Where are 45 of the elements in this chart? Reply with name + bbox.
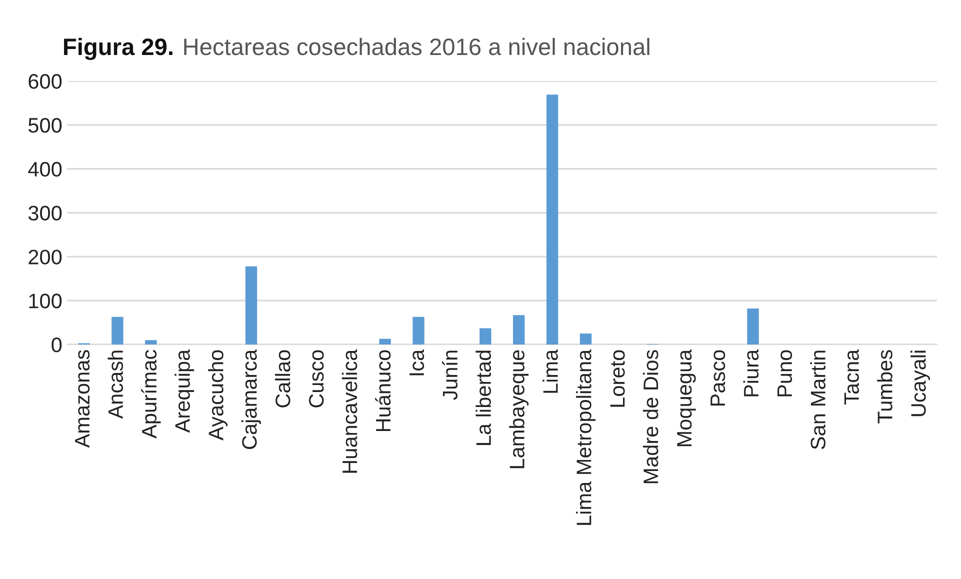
bar bbox=[747, 308, 759, 345]
x-tick-label: Puno bbox=[778, 350, 792, 396]
y-tick-label: 400 bbox=[28, 162, 62, 177]
y-tick-label: 500 bbox=[28, 118, 62, 133]
x-tick-label: Lambayeque bbox=[509, 350, 529, 468]
bar bbox=[379, 338, 391, 345]
x-tick-label: Ica bbox=[410, 349, 424, 376]
x-tick-label: Ucayali bbox=[910, 350, 930, 416]
x-tick-label: Cajamarca bbox=[242, 349, 261, 450]
bar bbox=[112, 316, 124, 345]
x-tick-label: Amazonas bbox=[75, 350, 90, 448]
x-tick-label: Pasco bbox=[710, 350, 726, 406]
x-tick-label: Junín bbox=[442, 350, 458, 400]
bar bbox=[580, 334, 592, 345]
y-tick-label: 300 bbox=[28, 206, 62, 221]
x-tick-label: La libertad bbox=[476, 350, 491, 445]
bar bbox=[480, 328, 492, 345]
x-tick-label: Lima Metropolitana bbox=[576, 349, 596, 525]
bar bbox=[512, 315, 525, 345]
x-tick-label: Callao bbox=[274, 350, 290, 408]
x-tick-label: Madre de Dios bbox=[642, 350, 658, 484]
x-tick-label: Tumbes bbox=[877, 350, 892, 424]
x-tick-label: Apurímac bbox=[141, 350, 161, 438]
x-tick-label: Ancash bbox=[108, 350, 124, 419]
y-tick-label: 100 bbox=[29, 294, 62, 308]
x-tick-label: Moquegua bbox=[677, 349, 696, 446]
x-tick-label: Loreto bbox=[610, 350, 625, 407]
bar bbox=[145, 340, 157, 345]
y-tick-label: 600 bbox=[28, 74, 62, 89]
y-tick-label: 0 bbox=[52, 338, 62, 352]
bar bbox=[245, 266, 258, 345]
chart-subtitle: Hectareas cosechadas 2016 a nivel nacional bbox=[184, 38, 650, 56]
x-tick-label: Piura bbox=[743, 349, 759, 396]
x-tick-label: Huancavelica bbox=[342, 349, 358, 473]
bar bbox=[412, 316, 424, 345]
x-tick-label: Cusco bbox=[308, 350, 324, 408]
x-tick-label: San Martin bbox=[810, 350, 826, 450]
chart-title: Figura 29. bbox=[64, 38, 172, 60]
bar bbox=[546, 94, 558, 345]
x-tick-label: Lima bbox=[542, 349, 558, 393]
y-tick-label: 200 bbox=[28, 250, 62, 264]
x-tick-label: Ayacucho bbox=[208, 350, 228, 440]
x-tick-label: Arequipa bbox=[174, 349, 194, 433]
x-tick-label: Tacna bbox=[844, 349, 859, 404]
x-tick-label: Huánuco bbox=[375, 350, 391, 432]
